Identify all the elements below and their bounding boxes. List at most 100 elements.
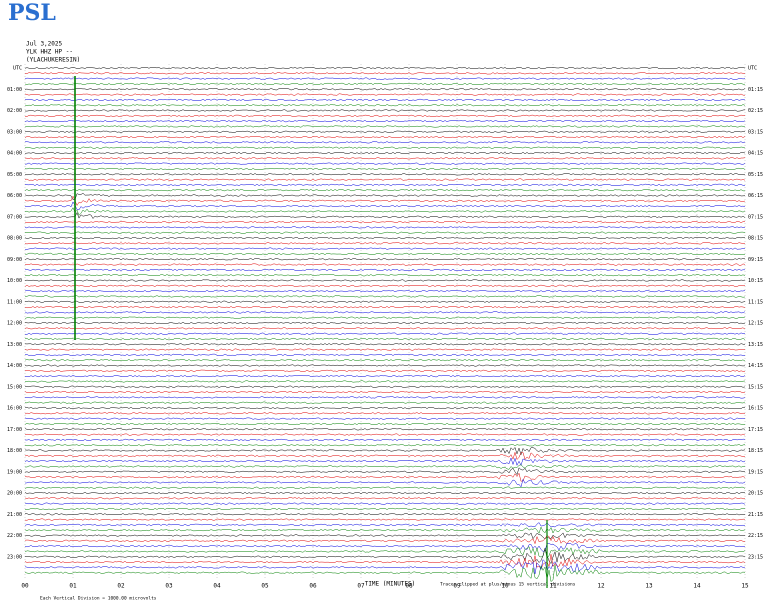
trace <box>24 348 746 351</box>
x-tick-label: 07 <box>357 583 365 590</box>
left-label: 02:00 <box>7 108 22 114</box>
trace <box>24 380 746 383</box>
trace <box>24 502 746 505</box>
trace <box>24 451 746 460</box>
trace <box>24 252 746 256</box>
trace <box>24 114 746 117</box>
trace <box>24 242 746 245</box>
trace <box>24 120 746 123</box>
trace <box>24 220 746 224</box>
trace <box>24 77 746 80</box>
right-label: 02:15 <box>748 108 763 114</box>
left-label: 11:00 <box>7 299 22 305</box>
right-label: 13:15 <box>748 342 763 348</box>
trace <box>24 135 746 139</box>
trace <box>24 141 746 144</box>
trace <box>24 109 746 112</box>
trace <box>24 236 746 240</box>
trace <box>24 247 746 250</box>
left-label: 22:00 <box>7 533 22 539</box>
trace <box>24 104 746 107</box>
trace <box>24 183 746 186</box>
left-label: 09:00 <box>7 257 22 263</box>
footer-clip: Traces clipped at plus/minus 15 vertical… <box>440 582 576 588</box>
right-label: 10:15 <box>748 278 763 284</box>
trace <box>24 364 746 367</box>
trace <box>24 295 746 298</box>
trace <box>24 173 746 176</box>
right-label: 14:15 <box>748 363 763 369</box>
x-tick-label: 10 <box>501 583 509 590</box>
x-label: TIME (MINUTES) <box>365 581 416 588</box>
right-label: 19:15 <box>748 469 763 475</box>
trace <box>24 93 746 96</box>
trace <box>24 457 746 466</box>
trace <box>24 207 746 216</box>
trace <box>24 497 746 500</box>
right-label: 01:15 <box>748 87 763 93</box>
trace <box>24 491 746 495</box>
x-tick-label: 14 <box>693 583 701 590</box>
trace <box>24 125 746 128</box>
trace <box>24 146 746 149</box>
x-tick-label: 12 <box>597 583 605 590</box>
right-label: 20:15 <box>748 491 763 497</box>
trace <box>24 554 746 570</box>
trace <box>24 192 746 200</box>
right-label: 16:15 <box>748 406 763 412</box>
trace <box>24 337 746 341</box>
trace <box>24 417 746 420</box>
right-label: 09:15 <box>748 257 763 263</box>
trace <box>24 258 746 261</box>
right-label: 15:15 <box>748 384 763 390</box>
trace <box>24 151 746 155</box>
left-label: 16:00 <box>7 406 22 412</box>
trace <box>24 532 746 540</box>
trace <box>24 518 746 521</box>
trace <box>24 526 746 534</box>
left-label: 17:00 <box>7 427 22 433</box>
trace <box>24 547 746 565</box>
x-tick-label: 13 <box>645 583 653 590</box>
x-tick-label: 03 <box>165 583 173 590</box>
left-label: 05:00 <box>7 172 22 178</box>
trace <box>24 88 746 91</box>
trace <box>24 375 746 378</box>
trace <box>24 396 746 399</box>
right-label: 08:15 <box>748 236 763 242</box>
left-label: 10:00 <box>7 278 22 284</box>
trace <box>24 412 746 415</box>
date: Jul 3,2025 <box>26 41 63 48</box>
right-label: 06:15 <box>748 193 763 199</box>
trace <box>24 316 746 319</box>
trace <box>24 406 746 410</box>
right-label: 03:15 <box>748 129 763 135</box>
trace <box>24 385 746 388</box>
trace <box>24 263 746 266</box>
trace <box>24 211 746 219</box>
trace <box>24 130 746 133</box>
logo: PSL <box>8 0 56 26</box>
left-label: 06:00 <box>7 193 22 199</box>
trace <box>24 300 746 303</box>
trace <box>24 486 746 489</box>
trace <box>24 311 746 314</box>
left-label: 04:00 <box>7 151 22 157</box>
trace <box>24 446 746 456</box>
trace <box>24 513 746 516</box>
trace <box>24 226 746 229</box>
trace <box>24 559 746 574</box>
trace <box>24 369 746 372</box>
left-label: 07:00 <box>7 214 22 220</box>
trace <box>24 162 746 165</box>
trace <box>24 178 746 181</box>
x-tick-label: 06 <box>309 583 317 590</box>
trace <box>24 564 746 583</box>
left-label: 08:00 <box>7 236 22 242</box>
trace <box>24 268 746 271</box>
trace <box>24 305 746 309</box>
trace <box>24 472 746 482</box>
trace <box>24 535 746 545</box>
trace <box>24 274 746 277</box>
